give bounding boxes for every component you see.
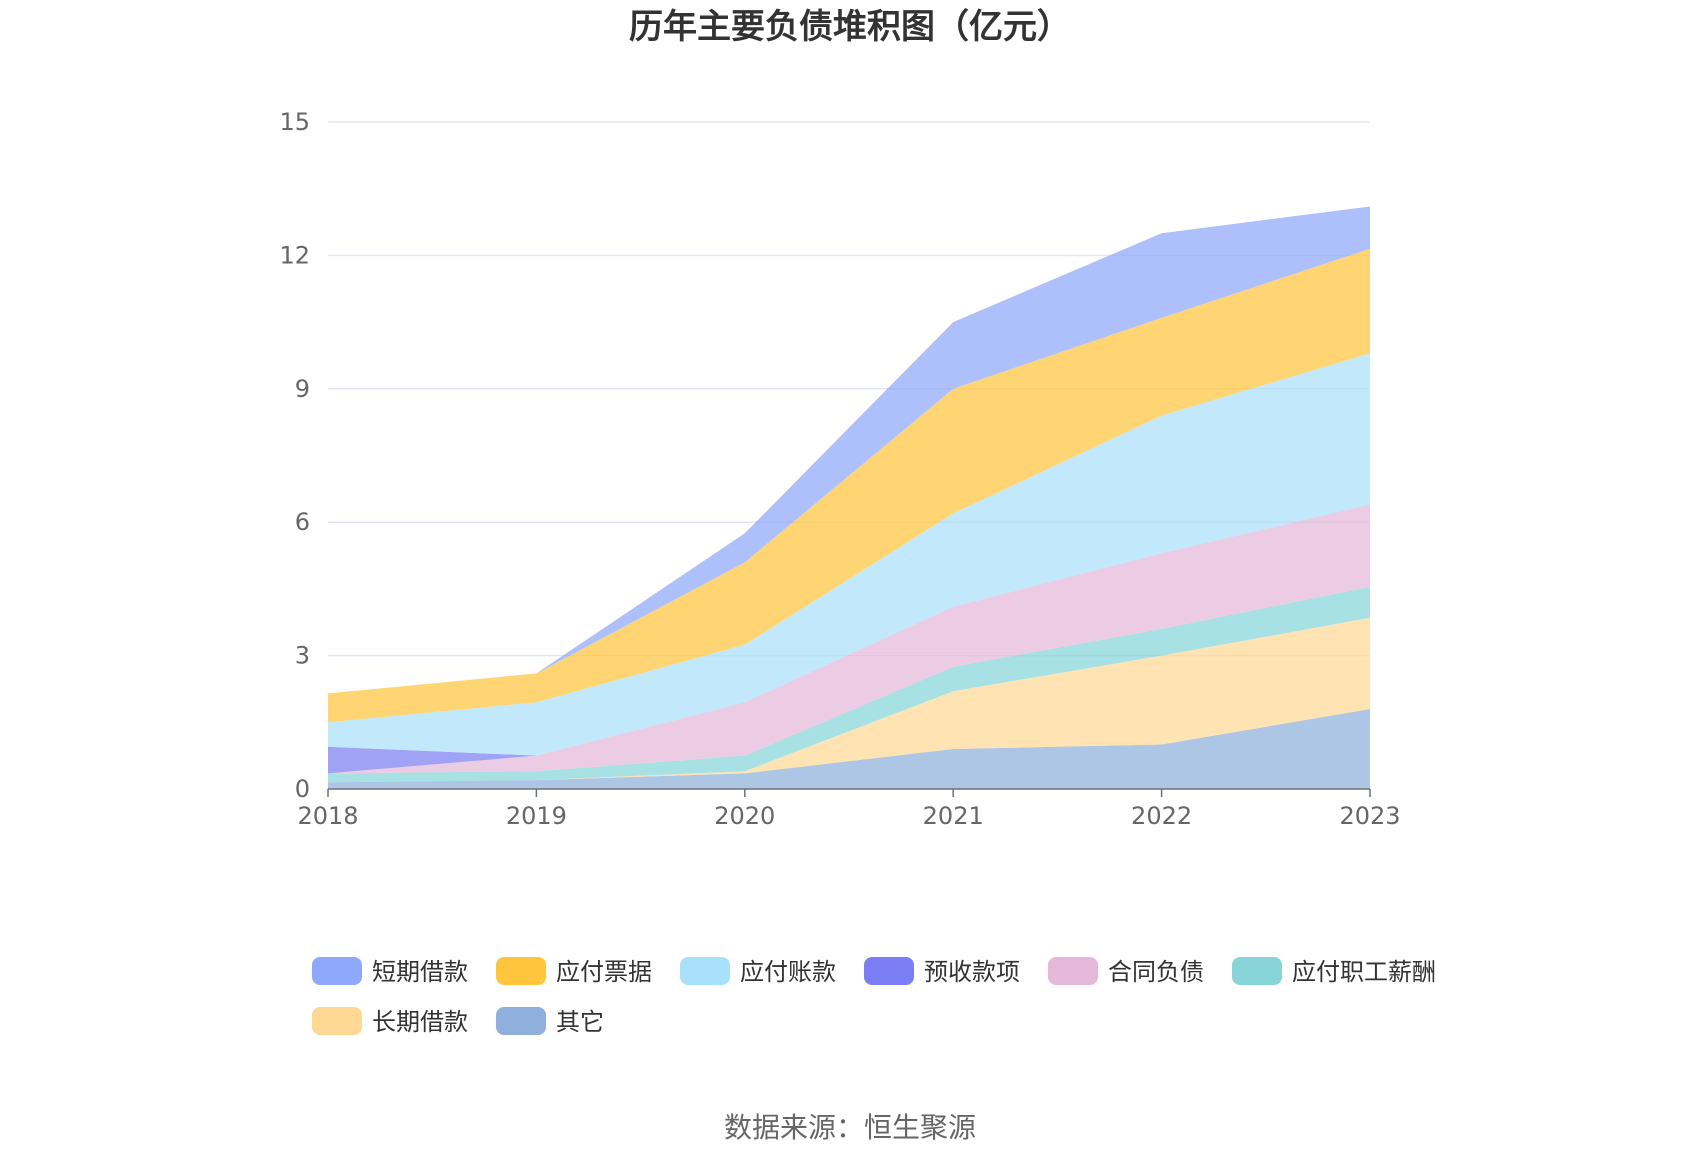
legend-label: 合同负债	[1108, 958, 1204, 986]
legend-item-其它[interactable]: 其它	[496, 1007, 604, 1036]
legend-swatch	[312, 957, 362, 985]
legend-item-合同负债[interactable]: 合同负债	[1048, 957, 1204, 986]
legend-item-应付职工薪酬[interactable]: 应付职工薪酬	[1232, 957, 1436, 986]
area-series-应付账款	[328, 353, 1370, 756]
legend-item-短期借款[interactable]: 短期借款	[312, 957, 468, 986]
area-series-其它	[328, 709, 1370, 789]
y-tick-label: 0	[295, 775, 310, 803]
x-axis-tick-labels: 2018 2019 2020 2021 2022 2023	[297, 802, 1400, 830]
x-axis	[327, 788, 1371, 797]
legend-swatch	[864, 957, 914, 985]
area-series-应付票据	[328, 248, 1370, 723]
legend-swatch	[680, 957, 730, 985]
legend-label: 短期借款	[372, 958, 468, 986]
legend-item-预收款项[interactable]: 预收款项	[864, 957, 1020, 986]
x-tick-label: 2022	[1131, 802, 1192, 830]
legend-item-长期借款[interactable]: 长期借款	[312, 1007, 468, 1036]
x-tick-label: 2018	[297, 802, 358, 830]
area-series-合同负债	[328, 504, 1370, 774]
y-tick-label: 15	[279, 108, 310, 136]
area-series-长期借款	[328, 617, 1370, 783]
legend-swatch	[312, 1007, 362, 1035]
area-series-group	[328, 206, 1370, 789]
legend-swatch	[496, 957, 546, 985]
legend-label: 应付职工薪酬	[1292, 958, 1436, 986]
legend-swatch	[1048, 957, 1098, 985]
y-tick-label: 6	[295, 508, 310, 536]
legend-label: 其它	[556, 1008, 604, 1036]
legend-label: 预收款项	[924, 958, 1020, 986]
chart-title: 历年主要负债堆积图（亿元）	[629, 7, 1071, 47]
legend-label: 应付票据	[556, 958, 652, 986]
legend-item-应付票据[interactable]: 应付票据	[496, 957, 652, 986]
area-series-短期借款	[328, 206, 1370, 694]
legend-label: 长期借款	[372, 1008, 468, 1036]
legend-item-应付账款[interactable]: 应付账款	[680, 957, 836, 986]
legend-swatch	[496, 1007, 546, 1035]
legend-label: 应付账款	[740, 958, 836, 986]
y-tick-label: 9	[295, 375, 310, 403]
x-tick-label: 2021	[923, 802, 984, 830]
data-source-note: 数据来源：恒生聚源	[724, 1111, 976, 1144]
y-axis-tick-labels: 0 3 6 9 12 15	[279, 108, 310, 803]
x-tick-label: 2020	[714, 802, 775, 830]
y-tick-label: 12	[279, 241, 310, 269]
x-tick-label: 2019	[506, 802, 567, 830]
legend-swatch	[1232, 957, 1282, 985]
x-tick-label: 2023	[1339, 802, 1400, 830]
y-tick-label: 3	[295, 642, 310, 670]
